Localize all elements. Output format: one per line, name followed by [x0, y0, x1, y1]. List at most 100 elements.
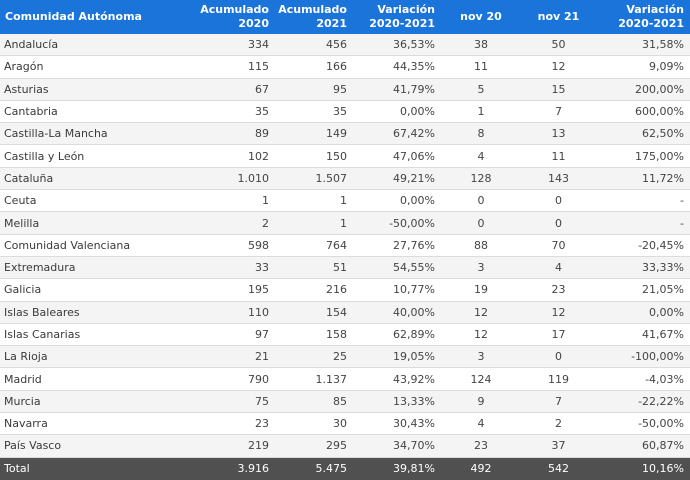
cell-acumulado-2021: 150	[275, 144, 353, 168]
header-nov-21: nov 21	[521, 0, 596, 34]
cell-nov-20: 11	[441, 55, 521, 79]
cell-variacion-acumulado: -50,00%	[353, 211, 441, 235]
cell-acumulado-2021: 1.507	[275, 167, 353, 191]
cell-nov-21: 4	[521, 256, 596, 280]
cell-variacion-acumulado: 49,21%	[353, 167, 441, 191]
cell-acumulado-2020: 102	[200, 144, 275, 168]
cell-variacion-nov: -100,00%	[596, 345, 690, 369]
cell-nov-21: 15	[521, 78, 596, 101]
cell-acumulado-2020: 219	[200, 434, 275, 458]
cell-variacion-acumulado: 47,06%	[353, 144, 441, 168]
cell-nov-21: 0	[521, 211, 596, 235]
header-variacion-nov: Variación 2020-2021	[596, 0, 690, 34]
cell-acumulado-2021: 95	[275, 78, 353, 101]
table-row: Galicia 195 216 10,77% 19 23 21,05%	[0, 278, 690, 302]
cell-comunidad: Melilla	[0, 211, 200, 235]
cell-variacion-nov: 600,00%	[596, 100, 690, 124]
cell-comunidad: Murcia	[0, 390, 200, 414]
cell-acumulado-2020: 790	[200, 367, 275, 391]
header-label-line: 2020-2021	[618, 17, 684, 30]
cell-acumulado-2020: 23	[200, 412, 275, 436]
cell-variacion-acumulado: 44,35%	[353, 55, 441, 79]
cell-comunidad: Islas Canarias	[0, 323, 200, 347]
cell-variacion-acumulado: 13,33%	[353, 390, 441, 414]
cell-nov-20: 3	[441, 345, 521, 369]
cell-comunidad: Andalucía	[0, 34, 200, 57]
cell-comunidad: Cataluña	[0, 167, 200, 191]
table-row: Extremadura 33 51 54,55% 3 4 33,33%	[0, 256, 690, 280]
cell-acumulado-2021: 149	[275, 122, 353, 146]
cell-nov-20: 5	[441, 78, 521, 101]
cell-comunidad: Galicia	[0, 278, 200, 302]
cell-acumulado-2020: 89	[200, 122, 275, 146]
cell-variacion-nov: 175,00%	[596, 144, 690, 168]
cell-nov-21: 70	[521, 234, 596, 257]
cell-variacion-acumulado: 30,43%	[353, 412, 441, 436]
header-label-line: 2021	[316, 17, 347, 30]
cell-acumulado-2020: 1.010	[200, 167, 275, 191]
cell-acumulado-2020: 334	[200, 34, 275, 57]
cell-comunidad: Cantabria	[0, 100, 200, 124]
cell-comunidad: Comunidad Valenciana	[0, 234, 200, 257]
header-acumulado-2020: Acumulado 2020	[200, 0, 275, 34]
cell-acumulado-2020: 33	[200, 256, 275, 280]
total-nov-20: 492	[441, 457, 521, 480]
cell-acumulado-2020: 97	[200, 323, 275, 347]
cell-acumulado-2021: 764	[275, 234, 353, 257]
cell-nov-20: 12	[441, 323, 521, 347]
cell-comunidad: Castilla y León	[0, 144, 200, 168]
header-label-line: Acumulado	[278, 3, 347, 16]
table-row: País Vasco 219 295 34,70% 23 37 60,87%	[0, 434, 690, 458]
cell-acumulado-2021: 1.137	[275, 367, 353, 391]
cell-variacion-acumulado: 43,92%	[353, 367, 441, 391]
table-row: Melilla 2 1 -50,00% 0 0-	[0, 211, 690, 235]
table-body: Andalucía 334 456 36,53% 38 50 31,58% Aragón 115…	[0, 34, 690, 458]
cell-nov-20: 4	[441, 412, 521, 436]
table-row: Andalucía 334 456 36,53% 38 50 31,58%	[0, 34, 690, 57]
cell-nov-21: 13	[521, 122, 596, 146]
cell-nov-20: 23	[441, 434, 521, 458]
cell-nov-20: 128	[441, 167, 521, 191]
cell-variacion-acumulado: 62,89%	[353, 323, 441, 347]
cell-variacion-acumulado: 40,00%	[353, 301, 441, 324]
table-row: Islas Canarias 97 158 62,89% 12 17 41,67%	[0, 323, 690, 347]
cell-variacion-nov: 31,58%	[596, 34, 690, 57]
header-acumulado-2021: Acumulado 2021	[275, 0, 353, 34]
cell-acumulado-2020: 21	[200, 345, 275, 369]
cell-variacion-acumulado: 0,00%	[353, 189, 441, 213]
total-variacion-nov: 10,16%	[596, 457, 690, 480]
cell-comunidad: La Rioja	[0, 345, 200, 369]
cell-acumulado-2021: 456	[275, 34, 353, 57]
cell-nov-20: 124	[441, 367, 521, 391]
cell-acumulado-2021: 295	[275, 434, 353, 458]
cell-variacion-nov: 33,33%	[596, 256, 690, 280]
cell-comunidad: Extremadura	[0, 256, 200, 280]
cell-variacion-acumulado: 0,00%	[353, 100, 441, 124]
cell-variacion-nov: 200,00%	[596, 78, 690, 101]
cell-acumulado-2021: 25	[275, 345, 353, 369]
cell-variacion-nov: -50,00%	[596, 412, 690, 436]
total-label: Total	[0, 457, 200, 480]
cell-comunidad: Navarra	[0, 412, 200, 436]
cell-comunidad: Asturias	[0, 78, 200, 101]
cell-acumulado-2021: 30	[275, 412, 353, 436]
total-variacion-acumulado: 39,81%	[353, 457, 441, 480]
cell-nov-21: 0	[521, 189, 596, 213]
table-row: Murcia 75 85 13,33% 9 7 -22,22%	[0, 390, 690, 414]
cell-nov-21: 143	[521, 167, 596, 191]
cell-nov-20: 38	[441, 34, 521, 57]
table-row: Madrid 790 1.137 43,92% 124 119 -4,03%	[0, 367, 690, 391]
header-label-line: Acumulado	[200, 3, 269, 16]
cell-acumulado-2020: 75	[200, 390, 275, 414]
cell-acumulado-2021: 154	[275, 301, 353, 324]
cell-variacion-nov: -4,03%	[596, 367, 690, 391]
cell-nov-21: 0	[521, 345, 596, 369]
cell-acumulado-2020: 195	[200, 278, 275, 302]
cell-acumulado-2021: 158	[275, 323, 353, 347]
cell-acumulado-2021: 166	[275, 55, 353, 79]
table-row: Islas Baleares 110 154 40,00% 12 12 0,00%	[0, 301, 690, 324]
cell-acumulado-2020: 598	[200, 234, 275, 257]
cell-acumulado-2021: 35	[275, 100, 353, 124]
cell-variacion-nov: -20,45%	[596, 234, 690, 257]
